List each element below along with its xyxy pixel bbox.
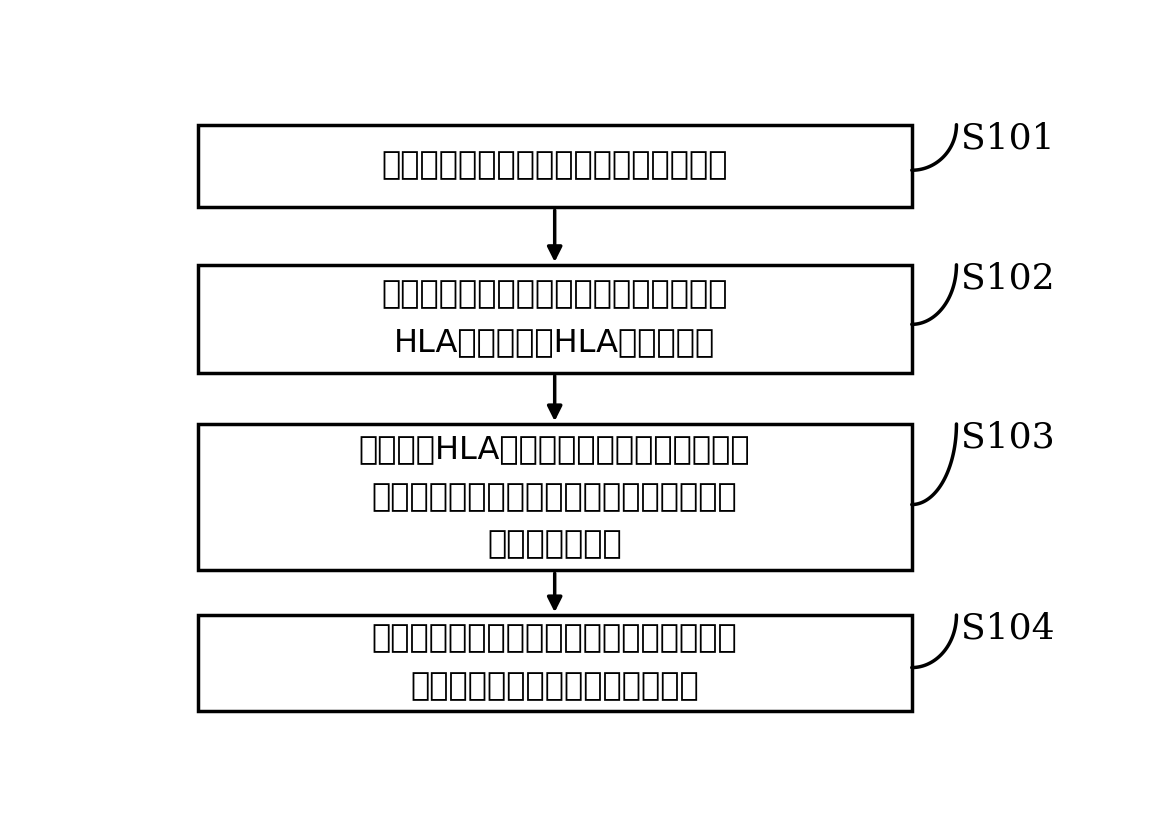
FancyBboxPatch shape: [198, 424, 912, 571]
FancyBboxPatch shape: [198, 265, 912, 373]
Text: 利用所述HLA分型结果对所述体细胞突变和
胚系突变进行新生抗原多肽预测，得到候选
新生抗原多肽；: 利用所述HLA分型结果对所述体细胞突变和 胚系突变进行新生抗原多肽预测，得到候选…: [359, 434, 750, 561]
Text: S102: S102: [961, 261, 1054, 295]
Text: 利用肿瘤对照血细胞样本的测序数据进行
HLA分型，获得HLA分型结果；: 利用肿瘤对照血细胞样本的测序数据进行 HLA分型，获得HLA分型结果；: [381, 280, 728, 358]
Text: S104: S104: [961, 612, 1054, 646]
Text: S101: S101: [961, 122, 1054, 155]
Text: 获取肿瘤组织的体细胞突变和胚系突变；: 获取肿瘤组织的体细胞突变和胚系突变；: [381, 151, 728, 182]
FancyBboxPatch shape: [198, 125, 912, 208]
Text: S103: S103: [961, 421, 1055, 455]
FancyBboxPatch shape: [198, 615, 912, 710]
Text: 对所述候选新生抗原多肽进行打分排序，得
分最高的即为所述新生抗原多肽。: 对所述候选新生抗原多肽进行打分排序，得 分最高的即为所述新生抗原多肽。: [372, 624, 737, 702]
